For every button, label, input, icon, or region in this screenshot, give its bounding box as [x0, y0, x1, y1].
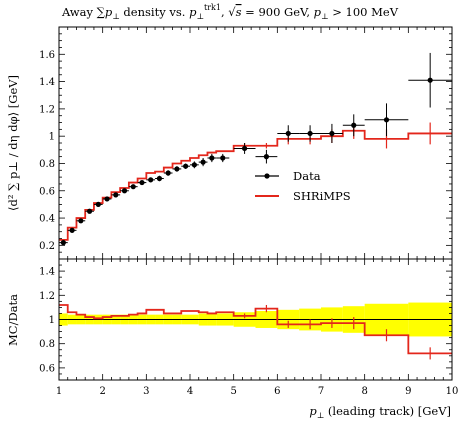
- x-tick-label: 1: [56, 386, 62, 397]
- x-tick-label: 4: [187, 386, 193, 397]
- ratio-plot-panel: 0.6 0.8 1 1.2 1.4 1 2 3 4 5 6 7 8 9 10 MC/Data: [6, 258, 459, 397]
- data-point: [321, 123, 343, 143]
- data-point: [190, 161, 199, 169]
- main-plot-marks: [59, 52, 452, 246]
- data-marker: [383, 117, 390, 123]
- data-point: [299, 125, 321, 142]
- data-marker: [113, 192, 119, 198]
- data-marker: [78, 218, 84, 224]
- shrimps-ratio-step-line: [59, 304, 452, 355]
- data-marker: [427, 77, 433, 83]
- data-point: [342, 114, 365, 137]
- y-tick-label: 0.8: [39, 339, 55, 350]
- y-tick-label: 1.2: [39, 104, 55, 115]
- chart-title: Away ∑p⊥ density vs. p⊥trk1, √s = 900 Ge…: [61, 3, 399, 21]
- ratio-y-axis: 0.6 0.8 1 1.2 1.4: [39, 258, 452, 381]
- y-tick-label: 1.2: [39, 291, 55, 302]
- data-point: [207, 153, 217, 163]
- data-marker: [307, 130, 313, 137]
- data-point: [172, 166, 182, 172]
- y-tick-label: 1: [49, 132, 55, 143]
- y-tick-label: 0.4: [39, 214, 55, 225]
- data-point: [67, 227, 77, 233]
- data-point: [408, 52, 452, 108]
- data-marker: [130, 184, 136, 190]
- y-tick-label: 0.8: [39, 159, 55, 170]
- data-marker: [60, 240, 66, 246]
- legend-data-label: Data: [293, 169, 321, 183]
- data-point: [120, 188, 129, 194]
- ratio-x-axis: 1 2 3 4 5 6 7 8 9 10: [56, 259, 459, 397]
- data-point: [216, 153, 230, 163]
- data-point: [163, 170, 173, 176]
- data-point: [181, 163, 190, 169]
- x-tick-label: 6: [274, 386, 280, 397]
- data-marker: [69, 227, 75, 233]
- y-tick-label: 1.6: [39, 50, 55, 61]
- data-marker: [241, 145, 248, 152]
- data-point: [277, 125, 300, 142]
- data-point: [137, 179, 147, 186]
- x-tick-label: 2: [99, 386, 105, 397]
- y-tick-label: 1.4: [39, 267, 55, 278]
- data-point: [255, 149, 278, 164]
- data-marker: [139, 179, 145, 186]
- data-marker: [263, 154, 270, 160]
- data-marker: [191, 162, 197, 168]
- data-marker: [200, 159, 206, 165]
- data-point: [146, 177, 156, 183]
- x-tick-label: 9: [405, 386, 411, 397]
- y-tick-label: 0.2: [39, 241, 55, 252]
- data-point: [93, 201, 103, 208]
- x-tick-label: 8: [361, 386, 367, 397]
- y-tick-label: 0.6: [39, 186, 55, 197]
- data-point: [198, 158, 208, 167]
- x-tick-label: 3: [143, 386, 149, 397]
- data-point: [76, 218, 86, 224]
- legend: Data SHRiMPS: [255, 169, 351, 203]
- data-marker: [121, 188, 128, 194]
- data-point: [85, 208, 94, 214]
- main-y-axis: 0.2 0.4 0.6 0.8 1 1.2 1.4 1.6: [39, 26, 452, 260]
- legend-entry-data: Data: [255, 169, 321, 183]
- data-marker: [174, 166, 180, 172]
- data-point: [364, 103, 409, 137]
- data-point: [111, 192, 121, 198]
- main-x-ticks: [58, 27, 453, 259]
- data-marker: [156, 175, 163, 182]
- data-point: [233, 143, 256, 154]
- data-point: [128, 184, 138, 190]
- legend-entry-shrimps: SHRiMPS: [255, 189, 351, 203]
- main-y-axis-label: ⟨d² ∑ p⊥ / dη dφ⟩ [GeV]: [6, 75, 20, 211]
- legend-data-marker: [264, 173, 270, 179]
- shrimps-step-line: [59, 129, 452, 241]
- data-marker: [86, 208, 93, 214]
- x-axis-label: p⊥ (leading track) [GeV]: [309, 404, 451, 420]
- x-tick-label: 10: [446, 386, 459, 397]
- data-marker: [220, 155, 226, 161]
- ratio-plot-marks: [59, 302, 452, 360]
- data-point: [59, 240, 68, 246]
- x-tick-label: 7: [318, 386, 324, 397]
- data-marker: [165, 170, 171, 176]
- data-marker: [285, 130, 291, 137]
- main-plot-panel: 0.2 0.4 0.6 0.8 1 1.2 1.4 1.6 ⟨d² ∑ p⊥ / dη dφ⟩…: [6, 26, 453, 260]
- main-plot-frame: [58, 26, 453, 260]
- y-tick-label: 1: [49, 315, 55, 326]
- data-marker: [148, 177, 154, 183]
- x-tick-label: 5: [230, 386, 236, 397]
- data-marker: [183, 163, 189, 169]
- legend-shrimps-label: SHRiMPS: [293, 189, 351, 203]
- data-marker: [209, 155, 215, 161]
- y-tick-label: 1.4: [39, 77, 55, 88]
- data-marker: [104, 196, 110, 202]
- data-marker: [329, 130, 335, 137]
- ratio-y-axis-label: MC/Data: [6, 294, 20, 346]
- y-tick-label: 0.6: [39, 363, 55, 374]
- data-point: [102, 196, 112, 202]
- data-point: [155, 175, 164, 182]
- data-marker: [351, 122, 357, 128]
- data-marker: [95, 201, 101, 208]
